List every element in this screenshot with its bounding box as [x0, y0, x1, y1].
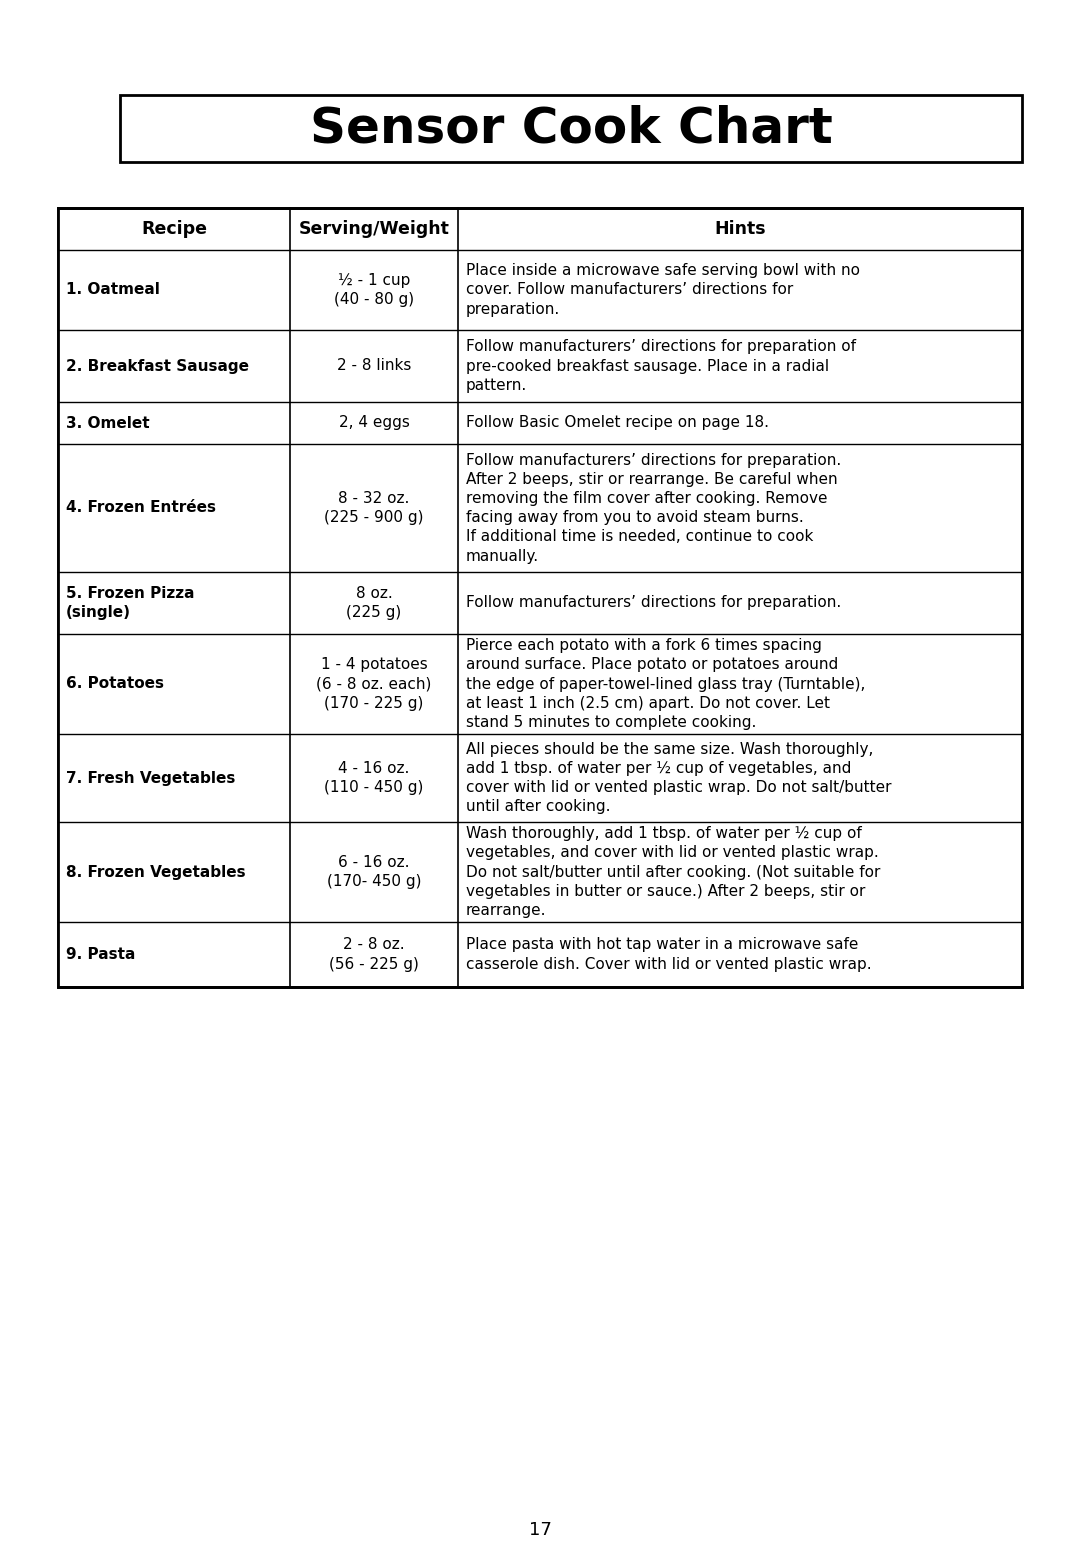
Text: Place inside a microwave safe serving bowl with no
cover. Follow manufacturers’ : Place inside a microwave safe serving bo… — [465, 263, 860, 316]
Text: 8 oz.
(225 g): 8 oz. (225 g) — [347, 585, 402, 620]
Text: Pierce each potato with a fork 6 times spacing
around surface. Place potato or p: Pierce each potato with a fork 6 times s… — [465, 639, 865, 729]
Text: 8 - 32 oz.
(225 - 900 g): 8 - 32 oz. (225 - 900 g) — [324, 491, 423, 526]
Text: 2. Breakfast Sausage: 2. Breakfast Sausage — [66, 358, 249, 374]
Text: Follow manufacturers’ directions for preparation.
After 2 beeps, stir or rearran: Follow manufacturers’ directions for pre… — [465, 452, 841, 563]
Text: 4 - 16 oz.
(110 - 450 g): 4 - 16 oz. (110 - 450 g) — [324, 761, 423, 795]
Text: 17: 17 — [528, 1521, 552, 1538]
Bar — [120, 95, 1022, 163]
Text: 2 - 8 links: 2 - 8 links — [337, 358, 411, 374]
Text: Recipe: Recipe — [141, 221, 207, 238]
Text: Follow manufacturers’ directions for preparation.: Follow manufacturers’ directions for pre… — [465, 596, 841, 610]
Text: 2, 4 eggs: 2, 4 eggs — [338, 415, 409, 430]
Text: 4. Frozen Entrées: 4. Frozen Entrées — [66, 501, 216, 515]
Text: Hints: Hints — [714, 221, 766, 238]
Text: Place pasta with hot tap water in a microwave safe
casserole dish. Cover with li: Place pasta with hot tap water in a micr… — [465, 937, 872, 972]
Text: 2 - 8 oz.
(56 - 225 g): 2 - 8 oz. (56 - 225 g) — [329, 937, 419, 972]
Text: ½ - 1 cup
(40 - 80 g): ½ - 1 cup (40 - 80 g) — [334, 272, 414, 307]
Text: Wash thoroughly, add 1 tbsp. of water per ½ cup of
vegetables, and cover with li: Wash thoroughly, add 1 tbsp. of water pe… — [465, 826, 880, 919]
Text: 6. Potatoes: 6. Potatoes — [66, 676, 164, 692]
Text: Follow Basic Omelet recipe on page 18.: Follow Basic Omelet recipe on page 18. — [465, 415, 769, 430]
Text: 9. Pasta: 9. Pasta — [66, 947, 135, 962]
Text: 8. Frozen Vegetables: 8. Frozen Vegetables — [66, 864, 245, 880]
Text: Follow manufacturers’ directions for preparation of
pre-cooked breakfast sausage: Follow manufacturers’ directions for pre… — [465, 340, 856, 393]
Text: All pieces should be the same size. Wash thoroughly,
add 1 tbsp. of water per ½ : All pieces should be the same size. Wash… — [465, 742, 891, 814]
Text: 5. Frozen Pizza
(single): 5. Frozen Pizza (single) — [66, 585, 194, 620]
Text: 3. Omelet: 3. Omelet — [66, 415, 150, 430]
Text: Sensor Cook Chart: Sensor Cook Chart — [310, 105, 833, 152]
Text: Serving/Weight: Serving/Weight — [298, 221, 449, 238]
Text: 1 - 4 potatoes
(6 - 8 oz. each)
(170 - 225 g): 1 - 4 potatoes (6 - 8 oz. each) (170 - 2… — [316, 657, 432, 711]
Text: 1. Oatmeal: 1. Oatmeal — [66, 283, 160, 297]
Text: 6 - 16 oz.
(170- 450 g): 6 - 16 oz. (170- 450 g) — [327, 854, 421, 889]
Text: 7. Fresh Vegetables: 7. Fresh Vegetables — [66, 770, 235, 786]
Bar — [58, 208, 1022, 988]
